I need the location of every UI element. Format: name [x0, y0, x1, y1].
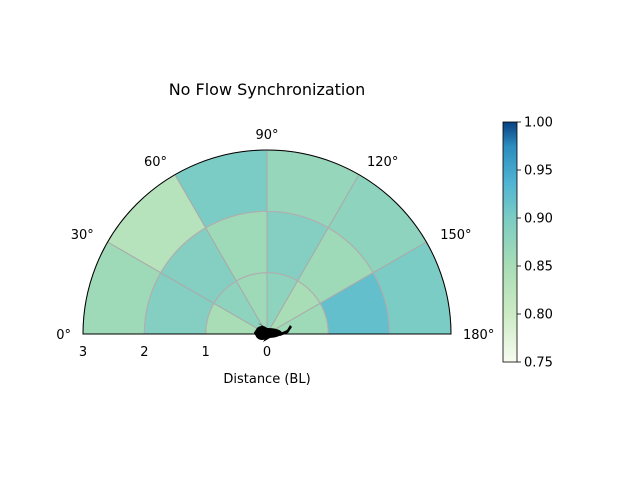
colorbar-tick-label: 0.90 — [524, 212, 553, 227]
angle-tick-label: 90° — [255, 128, 278, 143]
colorbar-tick-label: 0.75 — [524, 356, 553, 371]
colorbar-ticks: 0.75 0.80 0.85 0.90 0.95 1.00 — [517, 116, 553, 371]
radial-tick-label: 2 — [140, 345, 148, 360]
fish-icon — [254, 323, 292, 342]
polar-grid — [143, 210, 391, 335]
colorbar-tick-label: 0.95 — [524, 164, 553, 179]
angle-tick-label: 180° — [463, 328, 494, 343]
colorbar: 0.75 0.80 0.85 0.90 0.95 1.00 — [502, 116, 553, 371]
chart-title: No Flow Synchronization — [169, 80, 366, 99]
colorbar-tick-label: 0.80 — [524, 308, 553, 323]
angle-tick-label: 150° — [440, 228, 471, 243]
radial-tick-label: 1 — [202, 345, 210, 360]
radial-tick-label: 0 — [263, 345, 271, 360]
x-axis-label: Distance (BL) — [223, 372, 310, 387]
polar-outline — [82, 149, 452, 335]
angle-tick-label: 60° — [144, 155, 167, 170]
angle-tick-labels: 0° 30° 60° 90° 120° 150° 180° — [56, 128, 494, 343]
angle-tick-label: 120° — [367, 155, 398, 170]
polar-cells — [82, 149, 452, 336]
colorbar-tick-label: 0.85 — [524, 260, 553, 275]
colorbar-gradient — [502, 121, 518, 363]
radial-grid-arc — [205, 272, 329, 335]
radial-grid-arc — [143, 210, 391, 335]
radial-tick-labels: 3 2 1 0 — [79, 345, 271, 360]
angle-tick-label: 0° — [56, 328, 71, 343]
colorbar-tick-label: 1.00 — [524, 116, 553, 131]
radial-tick-label: 3 — [79, 345, 87, 360]
angle-tick-label: 30° — [71, 228, 94, 243]
